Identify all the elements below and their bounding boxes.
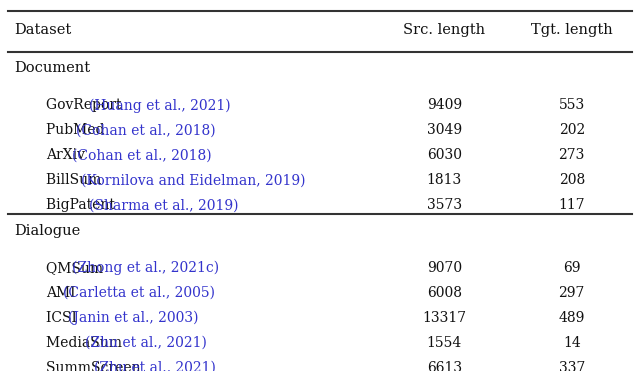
- Text: 208: 208: [559, 173, 585, 187]
- Text: (Zhu et al., 2021): (Zhu et al., 2021): [85, 335, 207, 349]
- Text: 69: 69: [563, 261, 580, 275]
- Text: Dialogue: Dialogue: [14, 224, 81, 238]
- Text: 3049: 3049: [427, 123, 462, 137]
- Text: 13317: 13317: [422, 311, 467, 325]
- Text: 6030: 6030: [427, 148, 461, 162]
- Text: AMI: AMI: [46, 286, 80, 300]
- Text: Src. length: Src. length: [403, 23, 485, 37]
- Text: 202: 202: [559, 123, 585, 137]
- Text: (Cohan et al., 2018): (Cohan et al., 2018): [76, 123, 216, 137]
- Text: Dataset: Dataset: [14, 23, 72, 37]
- Text: 1554: 1554: [427, 335, 462, 349]
- Text: (Sharma et al., 2019): (Sharma et al., 2019): [90, 198, 239, 212]
- Text: (Kornilova and Eidelman, 2019): (Kornilova and Eidelman, 2019): [81, 173, 305, 187]
- Text: 273: 273: [559, 148, 585, 162]
- Text: 9070: 9070: [427, 261, 462, 275]
- Text: 117: 117: [558, 198, 585, 212]
- Text: ICSI: ICSI: [46, 311, 81, 325]
- Text: GovReport: GovReport: [46, 98, 126, 112]
- Text: 9409: 9409: [427, 98, 462, 112]
- Text: Document: Document: [14, 61, 90, 75]
- Text: 6613: 6613: [427, 361, 462, 371]
- Text: 1813: 1813: [427, 173, 462, 187]
- Text: 3573: 3573: [427, 198, 462, 212]
- Text: (Carletta et al., 2005): (Carletta et al., 2005): [63, 286, 215, 300]
- Text: BigPatent: BigPatent: [46, 198, 119, 212]
- Text: SummScreen: SummScreen: [46, 361, 145, 371]
- Text: (Zhong et al., 2021c): (Zhong et al., 2021c): [72, 260, 219, 275]
- Text: ArXiv: ArXiv: [46, 148, 90, 162]
- Text: 553: 553: [559, 98, 585, 112]
- Text: 14: 14: [563, 335, 580, 349]
- Text: 297: 297: [559, 286, 585, 300]
- Text: 6008: 6008: [427, 286, 461, 300]
- Text: BillSum: BillSum: [46, 173, 106, 187]
- Text: (Zhu et al., 2021): (Zhu et al., 2021): [93, 361, 216, 371]
- Text: Tgt. length: Tgt. length: [531, 23, 612, 37]
- Text: QMSum: QMSum: [46, 261, 108, 275]
- Text: MediaSum: MediaSum: [46, 335, 126, 349]
- Text: (Janin et al., 2003): (Janin et al., 2003): [68, 311, 198, 325]
- Text: 489: 489: [559, 311, 585, 325]
- Text: 337: 337: [559, 361, 585, 371]
- Text: PubMed: PubMed: [46, 123, 109, 137]
- Text: (Cohan et al., 2018): (Cohan et al., 2018): [72, 148, 212, 162]
- Text: (Huang et al., 2021): (Huang et al., 2021): [90, 98, 231, 112]
